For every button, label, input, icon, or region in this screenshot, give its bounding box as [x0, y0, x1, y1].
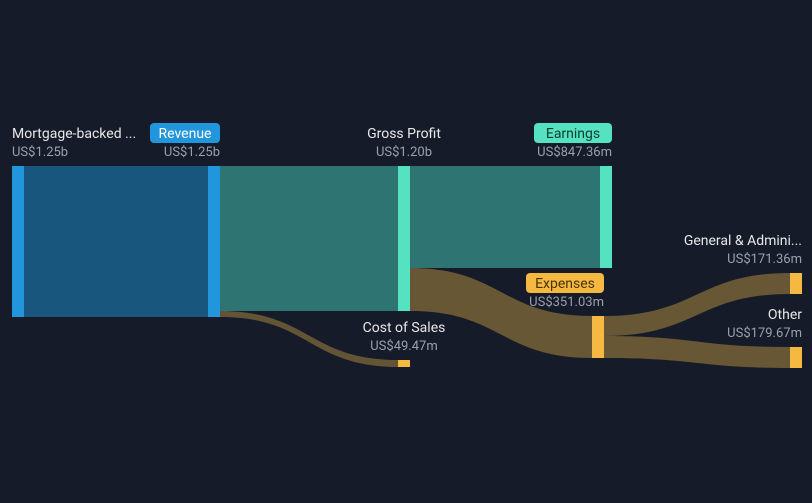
node-value-cos: US$49.47m	[370, 339, 438, 354]
sankey-node-expenses	[592, 316, 604, 358]
node-label-gross: Gross Profit	[367, 126, 441, 142]
node-value-mortgage: US$1.25b	[12, 145, 68, 160]
node-label-other: Other	[768, 307, 802, 323]
node-label-cos: Cost of Sales	[363, 320, 446, 336]
node-label-expenses: Expenses	[535, 276, 595, 292]
node-value-revenue: US$1.25b	[164, 145, 220, 160]
node-value-earnings: US$847.36m	[537, 145, 612, 160]
node-value-other: US$179.67m	[727, 326, 802, 341]
sankey-node-earnings	[600, 166, 612, 268]
sankey-link	[220, 166, 398, 311]
node-value-gross: US$1.20b	[376, 145, 432, 160]
sankey-link	[410, 166, 600, 268]
sankey-node-gross	[398, 166, 410, 311]
sankey-node-revenue	[208, 166, 220, 317]
sankey-chart: Mortgage-backed ... US$1.25b Revenue US$1.2…	[0, 0, 812, 503]
node-label-earnings: Earnings	[546, 126, 600, 142]
sankey-node-ga	[790, 273, 802, 294]
sankey-node-mortgage	[12, 166, 24, 317]
node-value-expenses: US$351.03m	[529, 295, 604, 310]
node-label-ga: General & Admini...	[684, 233, 802, 249]
sankey-node-other	[790, 347, 802, 368]
node-label-revenue: Revenue	[159, 126, 212, 142]
node-value-ga: US$171.36m	[727, 252, 802, 267]
sankey-link	[24, 166, 208, 317]
node-label-mortgage: Mortgage-backed ...	[12, 126, 136, 142]
sankey-node-cos	[398, 360, 410, 367]
